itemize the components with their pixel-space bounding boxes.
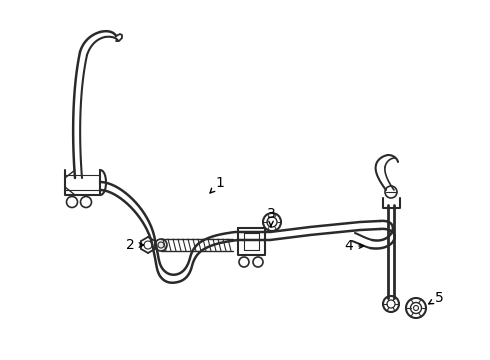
Text: 3: 3 xyxy=(267,207,275,227)
Circle shape xyxy=(155,239,167,251)
Text: 5: 5 xyxy=(429,291,443,305)
Text: 1: 1 xyxy=(210,176,224,193)
Text: 2: 2 xyxy=(125,238,144,252)
Text: 4: 4 xyxy=(344,239,364,253)
